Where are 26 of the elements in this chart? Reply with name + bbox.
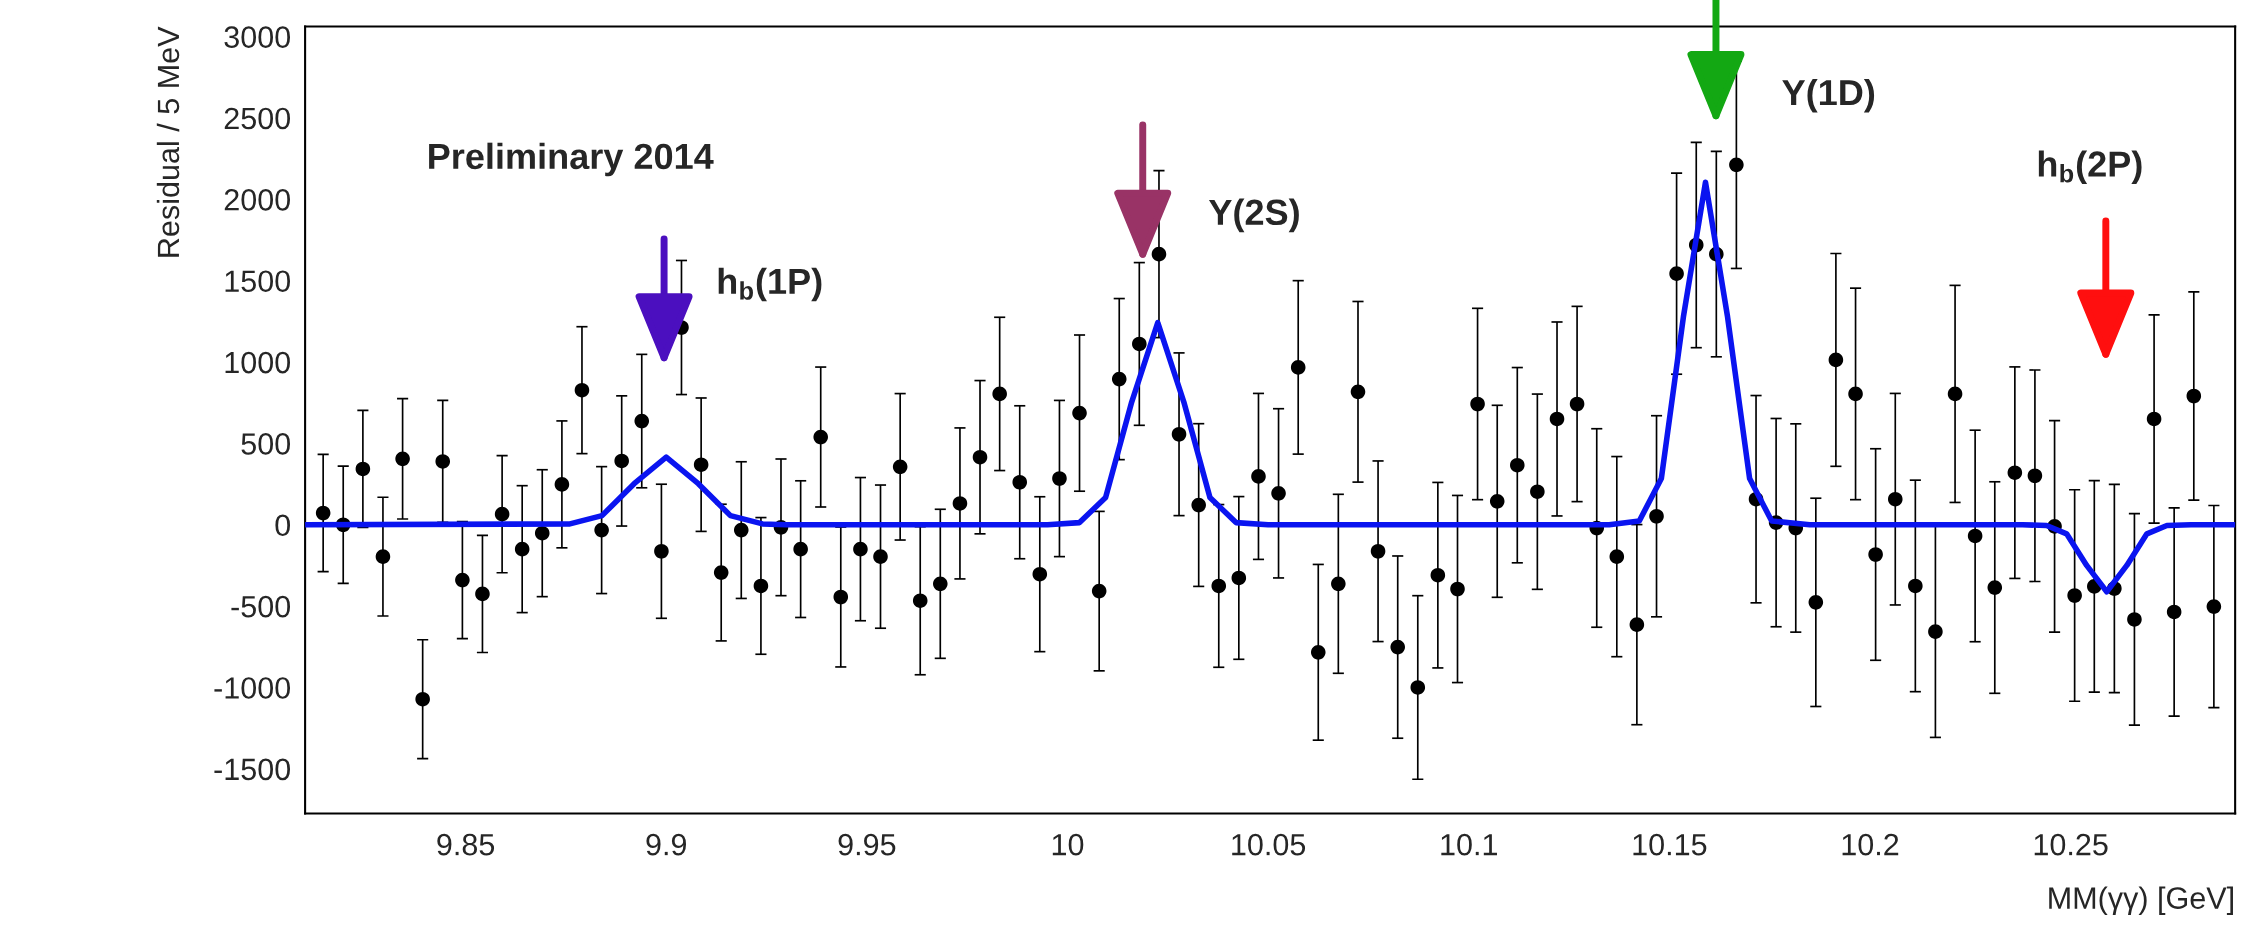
annotation: h$_{b}$(2P)	[2038, 150, 2142, 185]
x-tick-label: 9.95	[838, 833, 896, 856]
y-tick-label: 1000	[225, 351, 291, 374]
y-tick-label: -1500	[214, 758, 291, 781]
annotation: Υ(1D)	[1782, 78, 1875, 113]
x-axis-title: MM(γγ) [GeV]	[2049, 886, 2233, 915]
y-tick-label: 500	[241, 433, 291, 455]
y-tick-label: 2000	[224, 189, 291, 211]
annotation: Preliminary 2014	[429, 142, 714, 177]
x-tick-label: 10	[1052, 833, 1084, 856]
y-tick-label: 0	[275, 514, 291, 537]
x-tick-label: 10.15	[1633, 833, 1707, 856]
y-axis-title: Residual / 5 MeV	[156, 26, 180, 257]
annotation: Υ(2S)	[1208, 198, 1299, 233]
y-tick-label: -500	[231, 595, 291, 618]
y-tick-label: -1000	[214, 677, 291, 699]
x-tick-label: 10.2	[1842, 833, 1899, 856]
x-tick-label: 10.05	[1232, 833, 1306, 856]
x-tick-label: 9.9	[646, 833, 687, 856]
y-tick-label: 2500	[224, 107, 291, 130]
x-tick-label: 9.85	[437, 833, 495, 856]
y-tick-label: 1500	[225, 270, 291, 293]
annotation: h$_{b}$(1P)	[718, 267, 822, 302]
x-tick-label: 10.1	[1441, 833, 1497, 856]
x-tick-label: 10.25	[2034, 833, 2108, 856]
y-tick-label: 3000	[224, 26, 291, 48]
